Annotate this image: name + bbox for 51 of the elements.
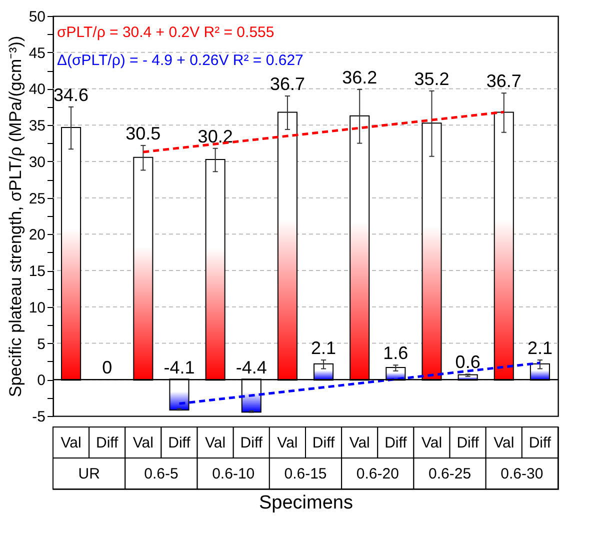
y-tick-label: 20: [28, 226, 46, 244]
y-tick-label: 50: [28, 8, 46, 26]
x-tick-label: Diff: [312, 434, 336, 452]
text: 0.6-15: [284, 466, 327, 482]
data-label: 2.1: [311, 338, 336, 358]
x-tick-label: Diff: [240, 434, 264, 452]
data-label: 30.5: [126, 123, 161, 144]
x-axis-title: Specimens: [259, 492, 353, 514]
text: 0.6-10: [212, 466, 255, 482]
data-label: 34.6: [54, 84, 89, 105]
data-label: 30.2: [198, 126, 233, 146]
y-tick-label: 35: [28, 118, 46, 135]
x-tick-label: Val: [277, 434, 298, 452]
x-tick-label: Val: [60, 434, 82, 452]
y-tick-label: 15: [28, 263, 46, 280]
data-label: 0.6: [455, 352, 480, 372]
x-tick-label: Diff: [96, 434, 120, 452]
x-tick-label: Val: [132, 434, 154, 452]
x-tick-label: Diff: [456, 434, 480, 452]
text: 0.6-5: [144, 466, 178, 482]
y-tick-label: 45: [28, 44, 46, 62]
data-label: 36.2: [342, 67, 378, 88]
text: Δ(σPLT/ρ) = - 4.9 + 0.26V R² = 0.627: [57, 52, 304, 69]
data-label: 2.1: [527, 338, 552, 358]
y-tick-label: -5: [32, 408, 46, 426]
y-axis-title: Specific plateau strength, σPLT/ρ (MPa/(gcm⁻³)): [6, 36, 25, 398]
x-tick-label: Val: [494, 434, 514, 452]
y-tick-label: 5: [37, 336, 46, 353]
data-label: 0: [102, 358, 112, 378]
x-tick-label: Diff: [168, 434, 192, 452]
x-tick-label: Diff: [528, 434, 552, 452]
y-tick-label: 10: [28, 299, 46, 316]
data-label: -4.1: [164, 358, 195, 378]
data-label: 1.6: [383, 343, 408, 364]
x-tick-label: Val: [349, 434, 370, 452]
text: 0.6-20: [356, 466, 399, 482]
data-label: -4.4: [236, 358, 267, 378]
data-label: 36.7: [486, 71, 522, 92]
data-label: 35.2: [414, 68, 450, 89]
x-tick-label: Val: [421, 434, 442, 452]
y-tick-label: 25: [28, 190, 46, 208]
text: σPLT/ρ = 30.4 + 0.2V R² = 0.555: [57, 24, 274, 41]
x-tick-label: Diff: [384, 434, 408, 452]
y-tick-label: 0: [37, 372, 46, 390]
text: UR: [78, 466, 100, 482]
y-tick-label: 40: [28, 81, 46, 98]
text: 0.6-30: [500, 466, 544, 482]
y-tick-label: 30: [28, 154, 46, 171]
text: 0.6-25: [428, 466, 472, 482]
x-tick-label: Val: [205, 434, 226, 452]
data-label: 36.7: [270, 74, 305, 94]
